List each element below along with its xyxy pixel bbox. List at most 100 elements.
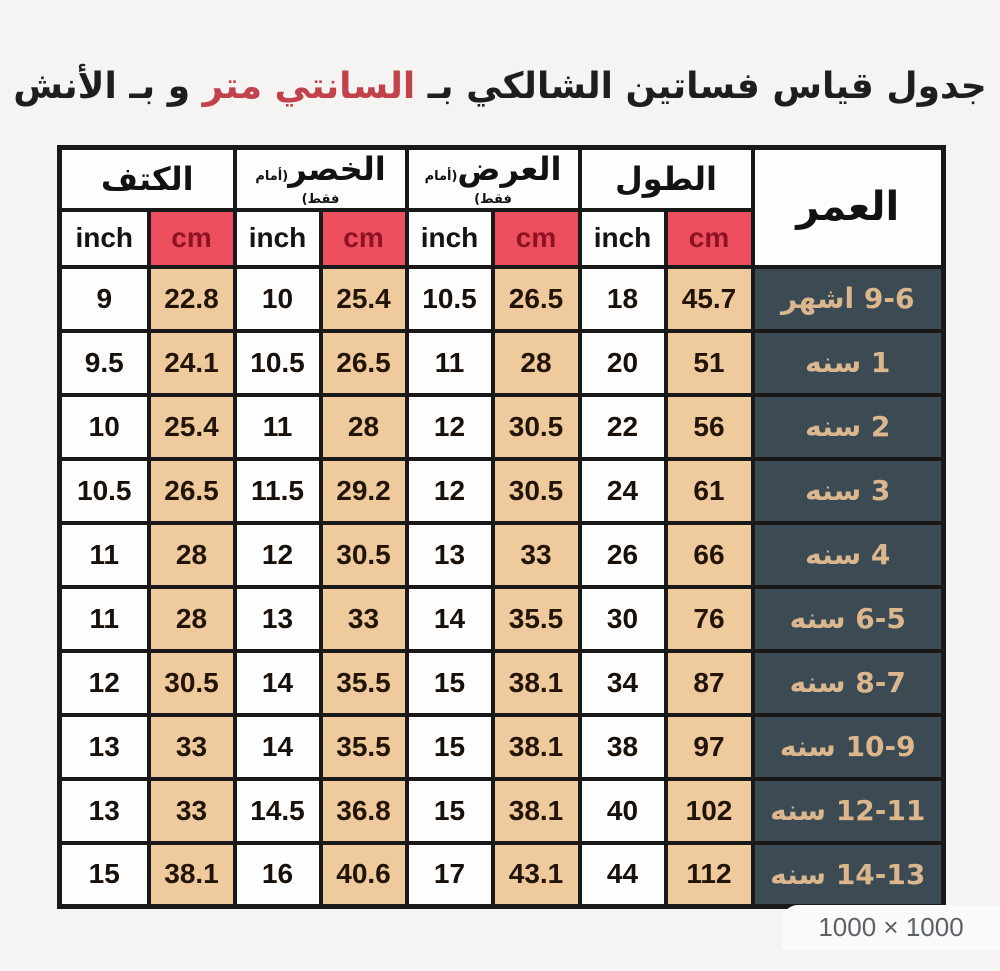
age-cell: 14-13 سنه bbox=[750, 840, 946, 909]
length-cm-cell: 102 bbox=[663, 776, 755, 845]
age-cell: 12-11 سنه bbox=[750, 776, 946, 845]
image-size-badge: 1000 × 1000 bbox=[782, 905, 1000, 950]
width-inch-cell: 10.5 bbox=[404, 264, 495, 333]
col-group-age: العمر bbox=[750, 145, 946, 269]
waist-inch-cell: 11 bbox=[232, 392, 323, 461]
length-cm-cell: 66 bbox=[663, 520, 755, 589]
group-header-row: الكتف الخصر(أمام فقط) العرض(أمام فقط) ال… bbox=[57, 145, 946, 269]
width-inch-cell: 11 bbox=[404, 328, 495, 397]
length-inch-cell: 26 bbox=[577, 520, 668, 589]
waist-cm-cell: 36.8 bbox=[318, 776, 409, 845]
waist-inch-cell: 14.5 bbox=[232, 776, 323, 845]
length-cm-cell: 87 bbox=[663, 648, 755, 717]
width-inch-cell: 12 bbox=[404, 456, 495, 525]
age-cell: 2 سنه bbox=[750, 392, 946, 461]
shoulder-cm-cell: 28 bbox=[146, 584, 237, 653]
waist-inch-cell: 10.5 bbox=[232, 328, 323, 397]
shoulder-inch-cell: 9.5 bbox=[57, 328, 151, 397]
col-group-width: العرض(أمام فقط) bbox=[404, 145, 582, 212]
length-inch-unit: inch bbox=[577, 207, 668, 269]
units-header-row: inch cm inch cm inch cm inch cm bbox=[57, 207, 944, 269]
width-cm-cell: 30.5 bbox=[490, 456, 582, 525]
waist-note: (أمام فقط) bbox=[255, 169, 340, 208]
shoulder-inch-cell: 15 bbox=[57, 840, 151, 909]
age-cell: 4 سنه bbox=[750, 520, 946, 589]
width-inch-cell: 14 bbox=[404, 584, 495, 653]
table-row: 10 25.4 11 28 12 30.5 22 56 2 سنه bbox=[57, 392, 946, 461]
waist-inch-cell: 10 bbox=[232, 264, 323, 333]
shoulder-cm-cell: 30.5 bbox=[146, 648, 237, 717]
length-inch-cell: 30 bbox=[577, 584, 668, 653]
width-inch-unit: inch bbox=[404, 207, 495, 269]
shoulder-inch-cell: 10.5 bbox=[57, 456, 151, 525]
width-inch-cell: 15 bbox=[404, 712, 495, 781]
size-table-body: 9 22.8 10 25.4 10.5 26.5 18 45.7 9-6 اشهر 9.5 24.1… bbox=[57, 264, 946, 909]
width-cm-cell: 33 bbox=[490, 520, 582, 589]
col-group-waist: الخصر(أمام فقط) bbox=[232, 145, 409, 212]
width-inch-cell: 12 bbox=[404, 392, 495, 461]
shoulder-cm-cell: 33 bbox=[146, 712, 237, 781]
length-inch-cell: 38 bbox=[577, 712, 668, 781]
length-inch-cell: 34 bbox=[577, 648, 668, 717]
shoulder-inch-cell: 10 bbox=[57, 392, 151, 461]
length-cm-cell: 51 bbox=[663, 328, 755, 397]
length-inch-cell: 22 bbox=[577, 392, 668, 461]
width-cm-cell: 35.5 bbox=[490, 584, 582, 653]
waist-cm-cell: 29.2 bbox=[318, 456, 409, 525]
length-cm-unit: cm bbox=[663, 207, 755, 269]
shoulder-inch-cell: 13 bbox=[57, 776, 151, 845]
length-inch-cell: 24 bbox=[577, 456, 668, 525]
waist-label: الخصر bbox=[288, 150, 386, 189]
shoulder-inch-unit: inch bbox=[57, 207, 151, 269]
width-inch-cell: 15 bbox=[404, 776, 495, 845]
table-row: 9.5 24.1 10.5 26.5 11 28 20 51 1 سنه bbox=[57, 328, 946, 397]
col-group-shoulder: الكتف bbox=[57, 145, 237, 212]
width-inch-cell: 13 bbox=[404, 520, 495, 589]
length-cm-cell: 56 bbox=[663, 392, 755, 461]
width-inch-cell: 17 bbox=[404, 840, 495, 909]
shoulder-inch-cell: 11 bbox=[57, 584, 151, 653]
length-label: الطول bbox=[615, 159, 717, 198]
age-cell: 8-7 سنه bbox=[750, 648, 946, 717]
size-chart-table: الكتف الخصر(أمام فقط) العرض(أمام فقط) ال… bbox=[57, 145, 946, 909]
page-title: جدول قياس فساتين الشالكي بـ السانتي متر … bbox=[0, 66, 1000, 107]
title-text-start: جدول قياس فساتين الشالكي بـ bbox=[415, 66, 987, 107]
table-row: 9 22.8 10 25.4 10.5 26.5 18 45.7 9-6 اشهر bbox=[57, 264, 946, 333]
age-cell: 1 سنه bbox=[750, 328, 946, 397]
width-cm-cell: 28 bbox=[490, 328, 582, 397]
age-cell: 9-6 اشهر bbox=[750, 264, 946, 333]
length-inch-cell: 44 bbox=[577, 840, 668, 909]
waist-cm-cell: 40.6 bbox=[318, 840, 409, 909]
waist-cm-cell: 35.5 bbox=[318, 712, 409, 781]
shoulder-label: الكتف bbox=[100, 159, 194, 198]
table-row: 12 30.5 14 35.5 15 38.1 34 87 8-7 سنه bbox=[57, 648, 946, 717]
table-row: 10.5 26.5 11.5 29.2 12 30.5 24 61 3 سنه bbox=[57, 456, 946, 525]
waist-inch-cell: 13 bbox=[232, 584, 323, 653]
waist-cm-cell: 28 bbox=[318, 392, 409, 461]
table-row: 13 33 14.5 36.8 15 38.1 40 102 12-11 سنه bbox=[57, 776, 946, 845]
length-cm-cell: 45.7 bbox=[663, 264, 755, 333]
length-cm-cell: 76 bbox=[663, 584, 755, 653]
length-inch-cell: 18 bbox=[577, 264, 668, 333]
col-group-length: الطول bbox=[577, 145, 755, 212]
waist-inch-cell: 16 bbox=[232, 840, 323, 909]
waist-inch-cell: 11.5 bbox=[232, 456, 323, 525]
width-cm-unit: cm bbox=[490, 207, 582, 269]
shoulder-inch-cell: 12 bbox=[57, 648, 151, 717]
shoulder-cm-cell: 24.1 bbox=[146, 328, 237, 397]
table-row: 11 28 13 33 14 35.5 30 76 6-5 سنه bbox=[57, 584, 946, 653]
width-cm-cell: 30.5 bbox=[490, 392, 582, 461]
shoulder-cm-cell: 25.4 bbox=[146, 392, 237, 461]
waist-cm-cell: 33 bbox=[318, 584, 409, 653]
length-cm-cell: 112 bbox=[663, 840, 755, 909]
age-cell: 6-5 سنه bbox=[750, 584, 946, 653]
age-cell: 3 سنه bbox=[750, 456, 946, 525]
width-inch-cell: 15 bbox=[404, 648, 495, 717]
waist-cm-cell: 25.4 bbox=[318, 264, 409, 333]
shoulder-cm-cell: 33 bbox=[146, 776, 237, 845]
width-cm-cell: 38.1 bbox=[490, 648, 582, 717]
shoulder-inch-cell: 9 bbox=[57, 264, 151, 333]
length-cm-cell: 61 bbox=[663, 456, 755, 525]
width-label: العرض bbox=[457, 150, 562, 189]
waist-inch-unit: inch bbox=[232, 207, 323, 269]
